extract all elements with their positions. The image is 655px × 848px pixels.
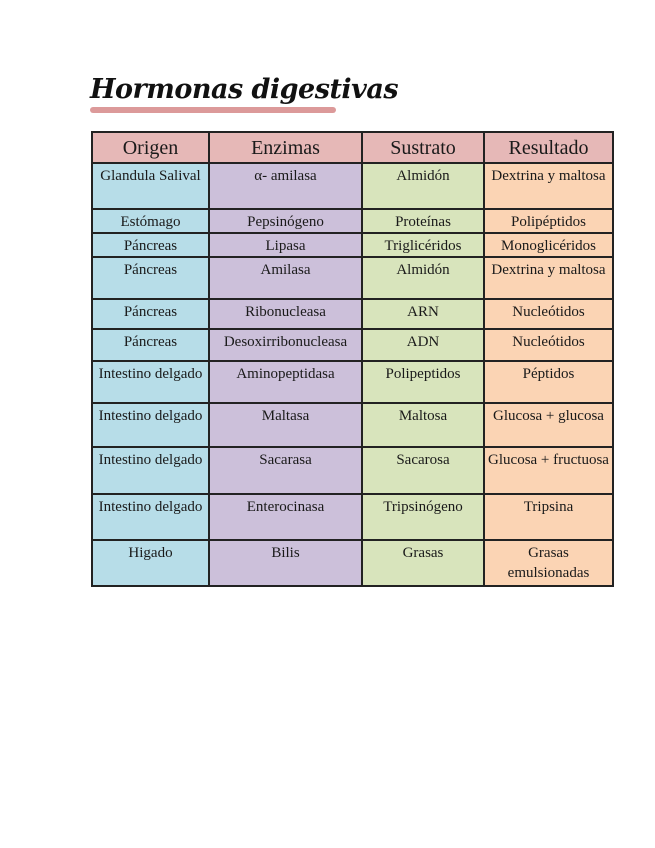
cell-sustrato: Polipeptidos	[361, 360, 485, 404]
cell-resultado: Nucleótidos	[483, 298, 614, 330]
page-title: Hormonas digestivas	[90, 74, 399, 105]
cell-resultado: Dextrina y maltosa	[483, 256, 614, 300]
cell-enzimas: Bilis	[208, 539, 363, 587]
cell-resultado: Monoglicéridos	[483, 232, 614, 258]
cell-origen: Páncreas	[91, 256, 210, 300]
cell-sustrato: Maltosa	[361, 402, 485, 448]
cell-resultado: Nucleótidos	[483, 328, 614, 362]
cell-enzimas: α- amilasa	[208, 162, 363, 210]
cell-sustrato: Almidón	[361, 256, 485, 300]
header-resultado: Resultado	[483, 131, 614, 164]
header-enzimas: Enzimas	[208, 131, 363, 164]
cell-resultado: Tripsina	[483, 493, 614, 541]
header-origen: Origen	[91, 131, 210, 164]
cell-enzimas: Enterocinasa	[208, 493, 363, 541]
cell-resultado: Glucosa + fructuosa	[483, 446, 614, 495]
cell-sustrato: Grasas	[361, 539, 485, 587]
cell-sustrato: Tripsinógeno	[361, 493, 485, 541]
cell-origen: Páncreas	[91, 328, 210, 362]
cell-resultado: Polipéptidos	[483, 208, 614, 234]
cell-resultado: Glucosa + glucosa	[483, 402, 614, 448]
cell-enzimas: Sacarasa	[208, 446, 363, 495]
table-row: Páncreas Desoxirribonucleasa ADN Nucleótido…	[91, 328, 614, 362]
cell-origen: Intestino delgado	[91, 446, 210, 495]
table-row: Páncreas Ribonucleasa ARN Nucleótidos	[91, 298, 614, 330]
cell-enzimas: Aminopeptidasa	[208, 360, 363, 404]
table-row: Páncreas Lipasa Triglicéridos Monoglicérido…	[91, 232, 614, 258]
cell-enzimas: Ribonucleasa	[208, 298, 363, 330]
cell-enzimas: Lipasa	[208, 232, 363, 258]
cell-sustrato: ADN	[361, 328, 485, 362]
table-row: Intestino delgado Enterocinasa Tripsinógen…	[91, 493, 614, 541]
table-header-row: Origen Enzimas Sustrato Resultado	[91, 131, 614, 164]
cell-sustrato: Sacarosa	[361, 446, 485, 495]
cell-enzimas: Maltasa	[208, 402, 363, 448]
table-row: Estómago Pepsinógeno Proteínas Polipéptidos	[91, 208, 614, 234]
table-row: Intestino delgado Sacarasa Sacarosa Glucosa…	[91, 446, 614, 495]
cell-origen: Intestino delgado	[91, 493, 210, 541]
table-row: Glandula Salival α- amilasa Almidón Dextrin…	[91, 162, 614, 210]
cell-origen: Higado	[91, 539, 210, 587]
header-sustrato: Sustrato	[361, 131, 485, 164]
cell-resultado: Grasas emulsionadas	[483, 539, 614, 587]
cell-sustrato: Triglicéridos	[361, 232, 485, 258]
cell-origen: Estómago	[91, 208, 210, 234]
enzymes-table: Origen Enzimas Sustrato Resultado Glandu…	[91, 131, 614, 587]
cell-origen: Intestino delgado	[91, 402, 210, 448]
title-underline	[90, 107, 336, 113]
cell-origen: Páncreas	[91, 232, 210, 258]
cell-resultado: Dextrina y maltosa	[483, 162, 614, 210]
table-row: Intestino delgado Maltasa Maltosa Glucosa +…	[91, 402, 614, 448]
table-row: Intestino delgado Aminopeptidasa Polipepti…	[91, 360, 614, 404]
table-row: Páncreas Amilasa Almidón Dextrina y maltosa	[91, 256, 614, 300]
cell-sustrato: Almidón	[361, 162, 485, 210]
cell-sustrato: ARN	[361, 298, 485, 330]
cell-enzimas: Pepsinógeno	[208, 208, 363, 234]
cell-sustrato: Proteínas	[361, 208, 485, 234]
cell-resultado: Péptidos	[483, 360, 614, 404]
cell-enzimas: Amilasa	[208, 256, 363, 300]
table-row: Higado Bilis Grasas Grasas emulsionadas	[91, 539, 614, 587]
cell-origen: Intestino delgado	[91, 360, 210, 404]
cell-enzimas: Desoxirribonucleasa	[208, 328, 363, 362]
cell-origen: Páncreas	[91, 298, 210, 330]
cell-origen: Glandula Salival	[91, 162, 210, 210]
